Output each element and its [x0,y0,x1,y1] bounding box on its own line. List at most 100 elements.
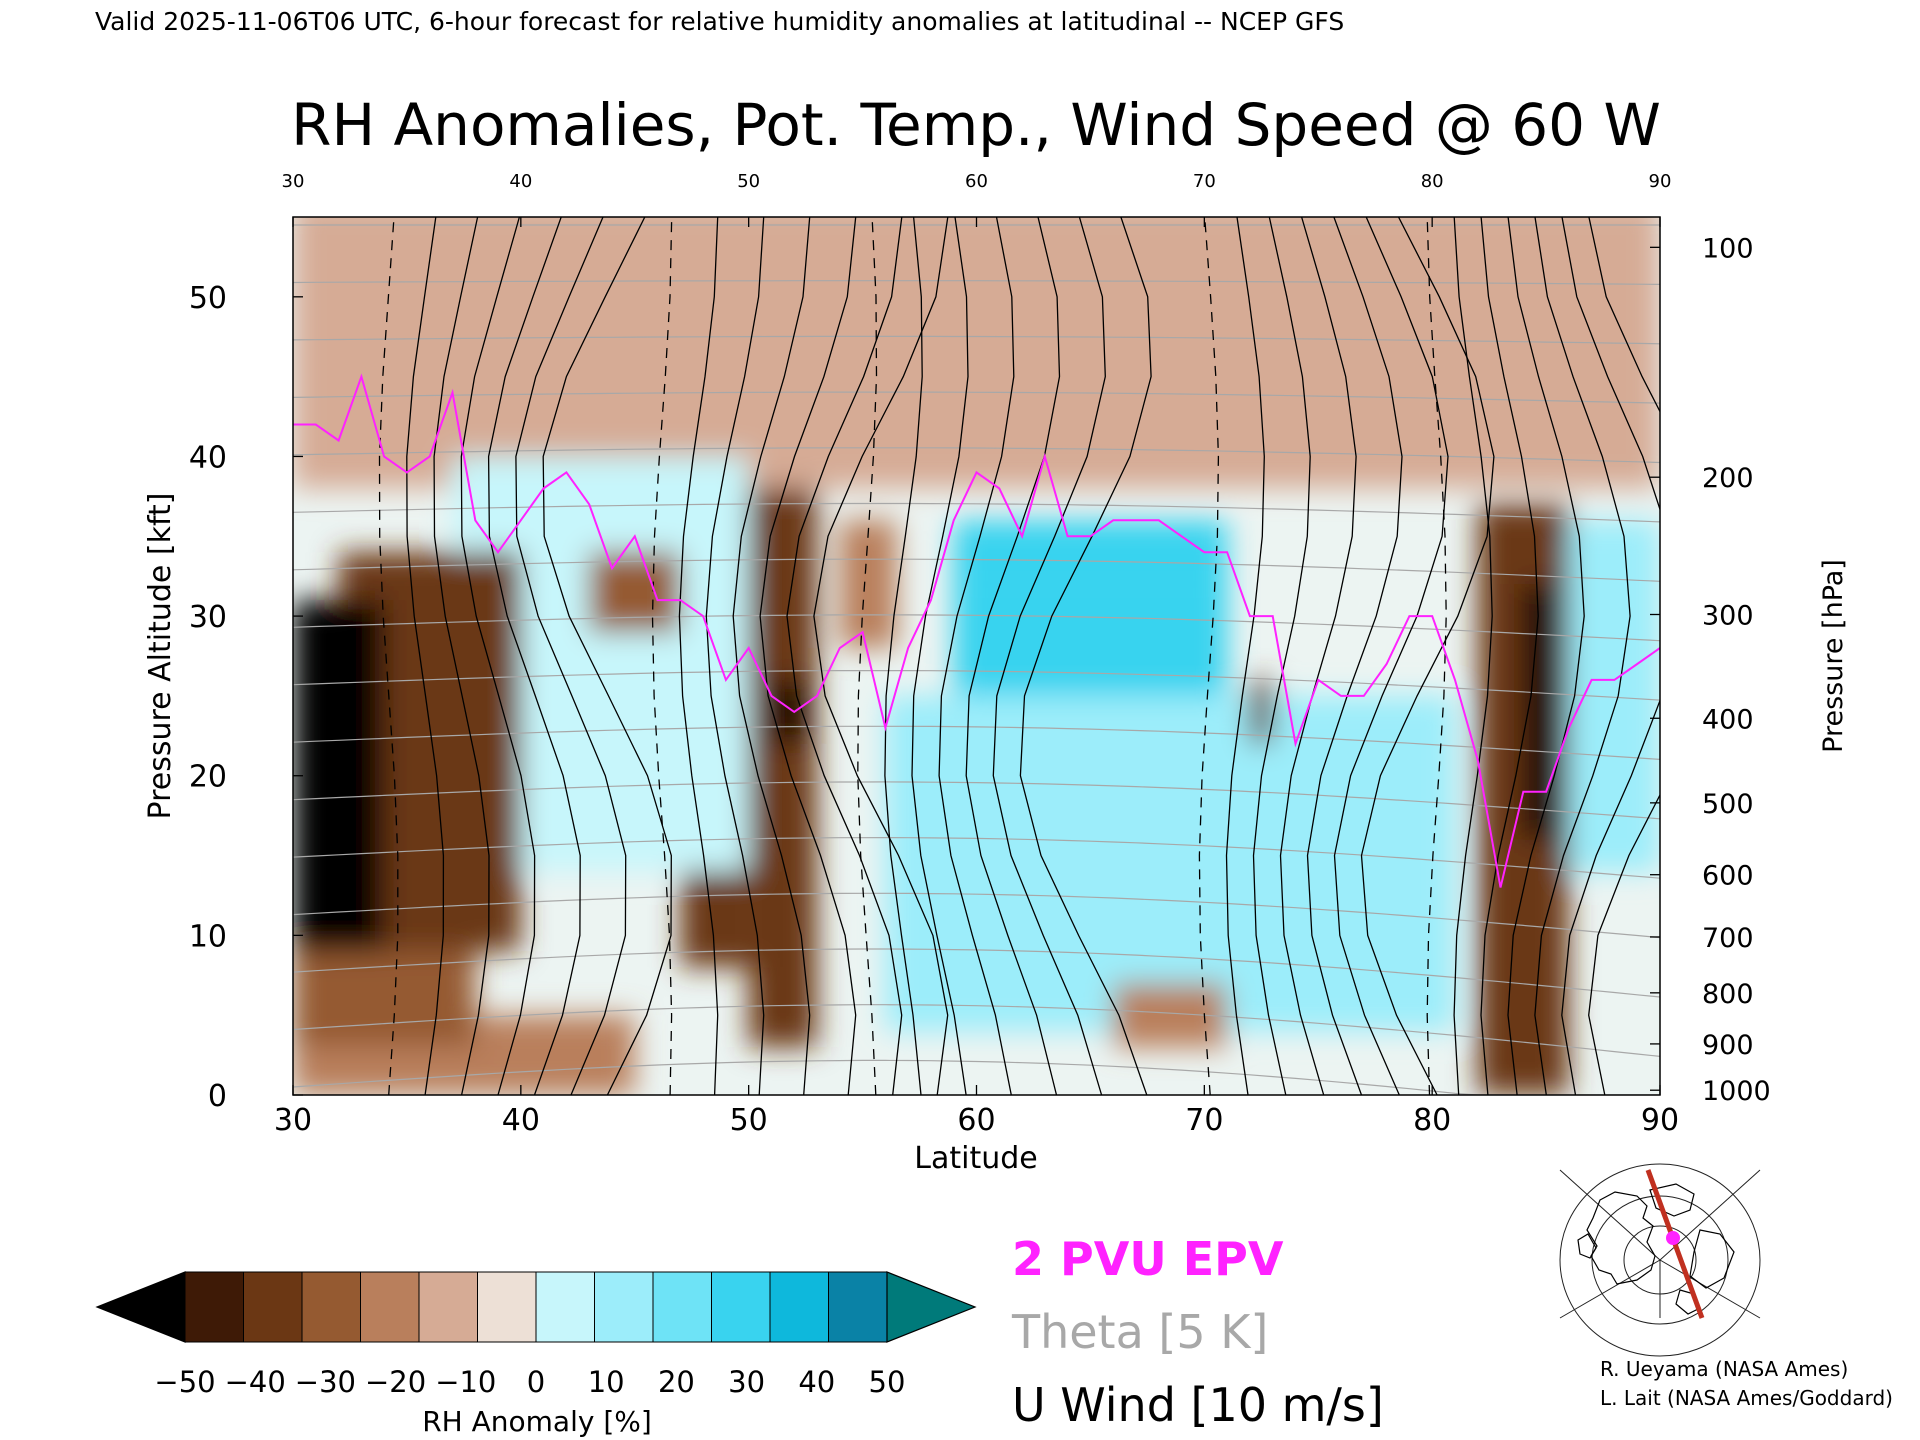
plot-area [292,216,1661,1096]
u-wind-contour [813,217,949,1095]
legend-epv: 2 PVU EPV [1012,1232,1284,1286]
x-tick-label: 80 [1413,1103,1451,1138]
u-wind-contour [965,217,1061,1095]
u-wind-contour [1019,217,1152,1095]
rh-region [475,1015,635,1095]
u-wind-contour [1198,217,1220,1095]
u-wind-contour [487,217,581,1095]
pressure-tick-label: 100 [1702,233,1754,264]
u-wind-contour [433,217,490,1095]
theta-contour [293,614,1660,642]
rh-region [589,552,681,633]
colorbar-swatch [184,1271,244,1343]
colorbar-tick-label: 30 [728,1365,765,1399]
colorbar-swatch [418,1271,478,1343]
y-axis-ticks: 0 10 20 30 40 50 [189,281,303,1114]
u-wind-contour [1480,217,1539,1095]
colorbar-swatch [769,1271,829,1343]
pressure-axis-label: Pressure [hPa] [1818,559,1849,753]
pressure-tick-label: 800 [1702,979,1754,1010]
u-wind-contour [1333,217,1449,1095]
u-wind-contour [705,217,765,1095]
theta-contour [293,781,1660,820]
pressure-tick-label: 200 [1702,463,1754,494]
pressure-tick-label: 700 [1702,923,1754,954]
pressure-tick-label: 400 [1702,704,1754,735]
legend-u-wind: U Wind [10 m/s] [1012,1378,1384,1432]
rh-region [293,217,1660,489]
colorbar-swatch [828,1271,888,1343]
rh-region [771,679,806,744]
u-wind-contours [378,217,1660,1095]
valid-header: Valid 2025-11-06T06 UTC, 6-hour forecast… [95,7,1344,36]
pressure-tick-label: 300 [1702,600,1754,631]
rh-region [953,520,1228,585]
rh-region [839,520,897,649]
colorbar-swatch [594,1271,654,1343]
rh-anomaly-field [293,217,1660,1095]
y-tick-label: 20 [189,760,227,795]
u-wind-contour [1225,217,1265,1095]
colorbar: −50 −40 −30 −20 −10 0 10 20 30 40 50 RH Anomaly [%… [95,1271,977,1438]
pressure-axis-ticks: 100 200 300 400 500 600 700 800 900 1000 [1650,233,1771,1107]
y-tick-label: 0 [208,1079,227,1114]
u-wind-contour [1279,217,1357,1095]
x-axis-top-ticks: 30 40 50 60 70 80 90 [282,171,1672,227]
theta-contour [293,725,1660,760]
x-tick-label: 40 [502,1103,540,1138]
colorbar-tick-label: 10 [588,1365,625,1399]
x-tick-label: 30 [274,1103,312,1138]
rh-region [293,600,385,968]
colorbar-tick-label: −40 [225,1365,286,1399]
colorbar-ticks: −50 −40 −30 −20 −10 0 10 20 30 40 50 [154,1365,905,1399]
rh-region [748,488,818,1048]
pressure-tick-label: 900 [1702,1030,1754,1061]
colorbar-swatch [360,1271,420,1343]
x-top-tick-label: 60 [965,171,988,192]
colorbar-swatch [243,1271,303,1343]
colorbar-swatch [301,1271,361,1343]
u-wind-contour [1306,217,1403,1095]
x-top-tick-label: 90 [1649,171,1672,192]
colorbar-tick-label: 0 [527,1365,545,1399]
y-tick-label: 40 [189,440,227,475]
rh-region [293,951,476,1048]
rh-region [885,695,1455,1032]
u-wind-contour [884,217,923,1095]
y-axis-label: Pressure Altitude [kft] [143,493,178,820]
theta-contour [293,335,1660,345]
colorbar-tick-label: −10 [435,1365,496,1399]
theta-contour [293,447,1660,464]
u-wind-contour [1507,217,1585,1095]
u-wind-contour [1588,217,1660,1095]
colorbar-swatch [652,1271,712,1343]
theta-contour [293,670,1660,701]
u-wind-contour [651,217,673,1095]
colorbar-swatch [711,1271,771,1343]
colorbar-swatch [535,1271,595,1343]
x-top-tick-label: 40 [509,171,532,192]
y-tick-label: 30 [189,600,227,635]
x-top-tick-label: 80 [1421,171,1444,192]
u-wind-contour [542,217,672,1095]
inset-map [1559,1163,1761,1357]
location-marker [1666,1231,1680,1245]
u-wind-contour [378,217,399,1095]
rh-region [953,584,1228,696]
pressure-tick-label: 500 [1702,789,1754,820]
x-top-tick-label: 30 [282,171,305,192]
u-wind-contour [406,217,445,1095]
colorbar-low-arrow [95,1271,186,1343]
y-tick-label: 10 [189,919,227,954]
theta-contour [293,391,1660,404]
credit-line-1: R. Ueyama (NASA Ames) [1600,1357,1848,1381]
y-tick-label: 50 [189,281,227,316]
pressure-tick-label: 1000 [1702,1076,1771,1107]
colorbar-tick-label: −20 [365,1365,426,1399]
x-tick-label: 90 [1641,1103,1679,1138]
u-wind-contour [678,217,719,1095]
x-top-tick-label: 50 [737,171,760,192]
u-wind-contour [911,217,969,1095]
x-axis-label: Latitude [914,1141,1037,1176]
